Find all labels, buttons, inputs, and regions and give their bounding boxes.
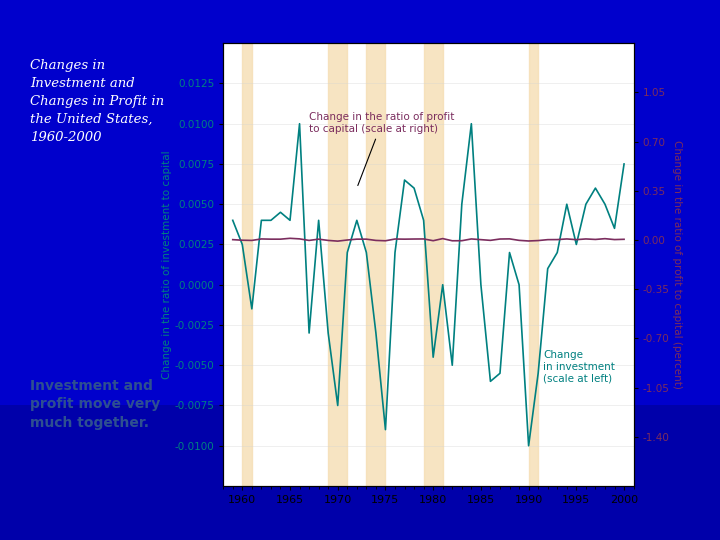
Text: Changes in
Investment and
Changes in Profit in
the United States,
1960-2000: Changes in Investment and Changes in Pro…: [30, 59, 164, 144]
Bar: [423, 43, 443, 486]
Text: Change
in investment
(scale at left): Change in investment (scale at left): [543, 350, 615, 383]
Bar: [0, 0, 720, 405]
Y-axis label: Change in the ratio of profit to capital (percent): Change in the ratio of profit to capital…: [672, 140, 683, 389]
Bar: [528, 43, 538, 486]
Bar: [366, 43, 385, 486]
Y-axis label: Change in the ratio of investment to capital: Change in the ratio of investment to cap…: [161, 150, 171, 379]
Bar: [328, 43, 347, 486]
Text: Change in the ratio of profit
to capital (scale at right): Change in the ratio of profit to capital…: [309, 112, 454, 186]
Bar: [243, 43, 252, 486]
Bar: [0, 405, 720, 540]
Text: Investment and
profit move very
much together.: Investment and profit move very much tog…: [30, 379, 161, 430]
